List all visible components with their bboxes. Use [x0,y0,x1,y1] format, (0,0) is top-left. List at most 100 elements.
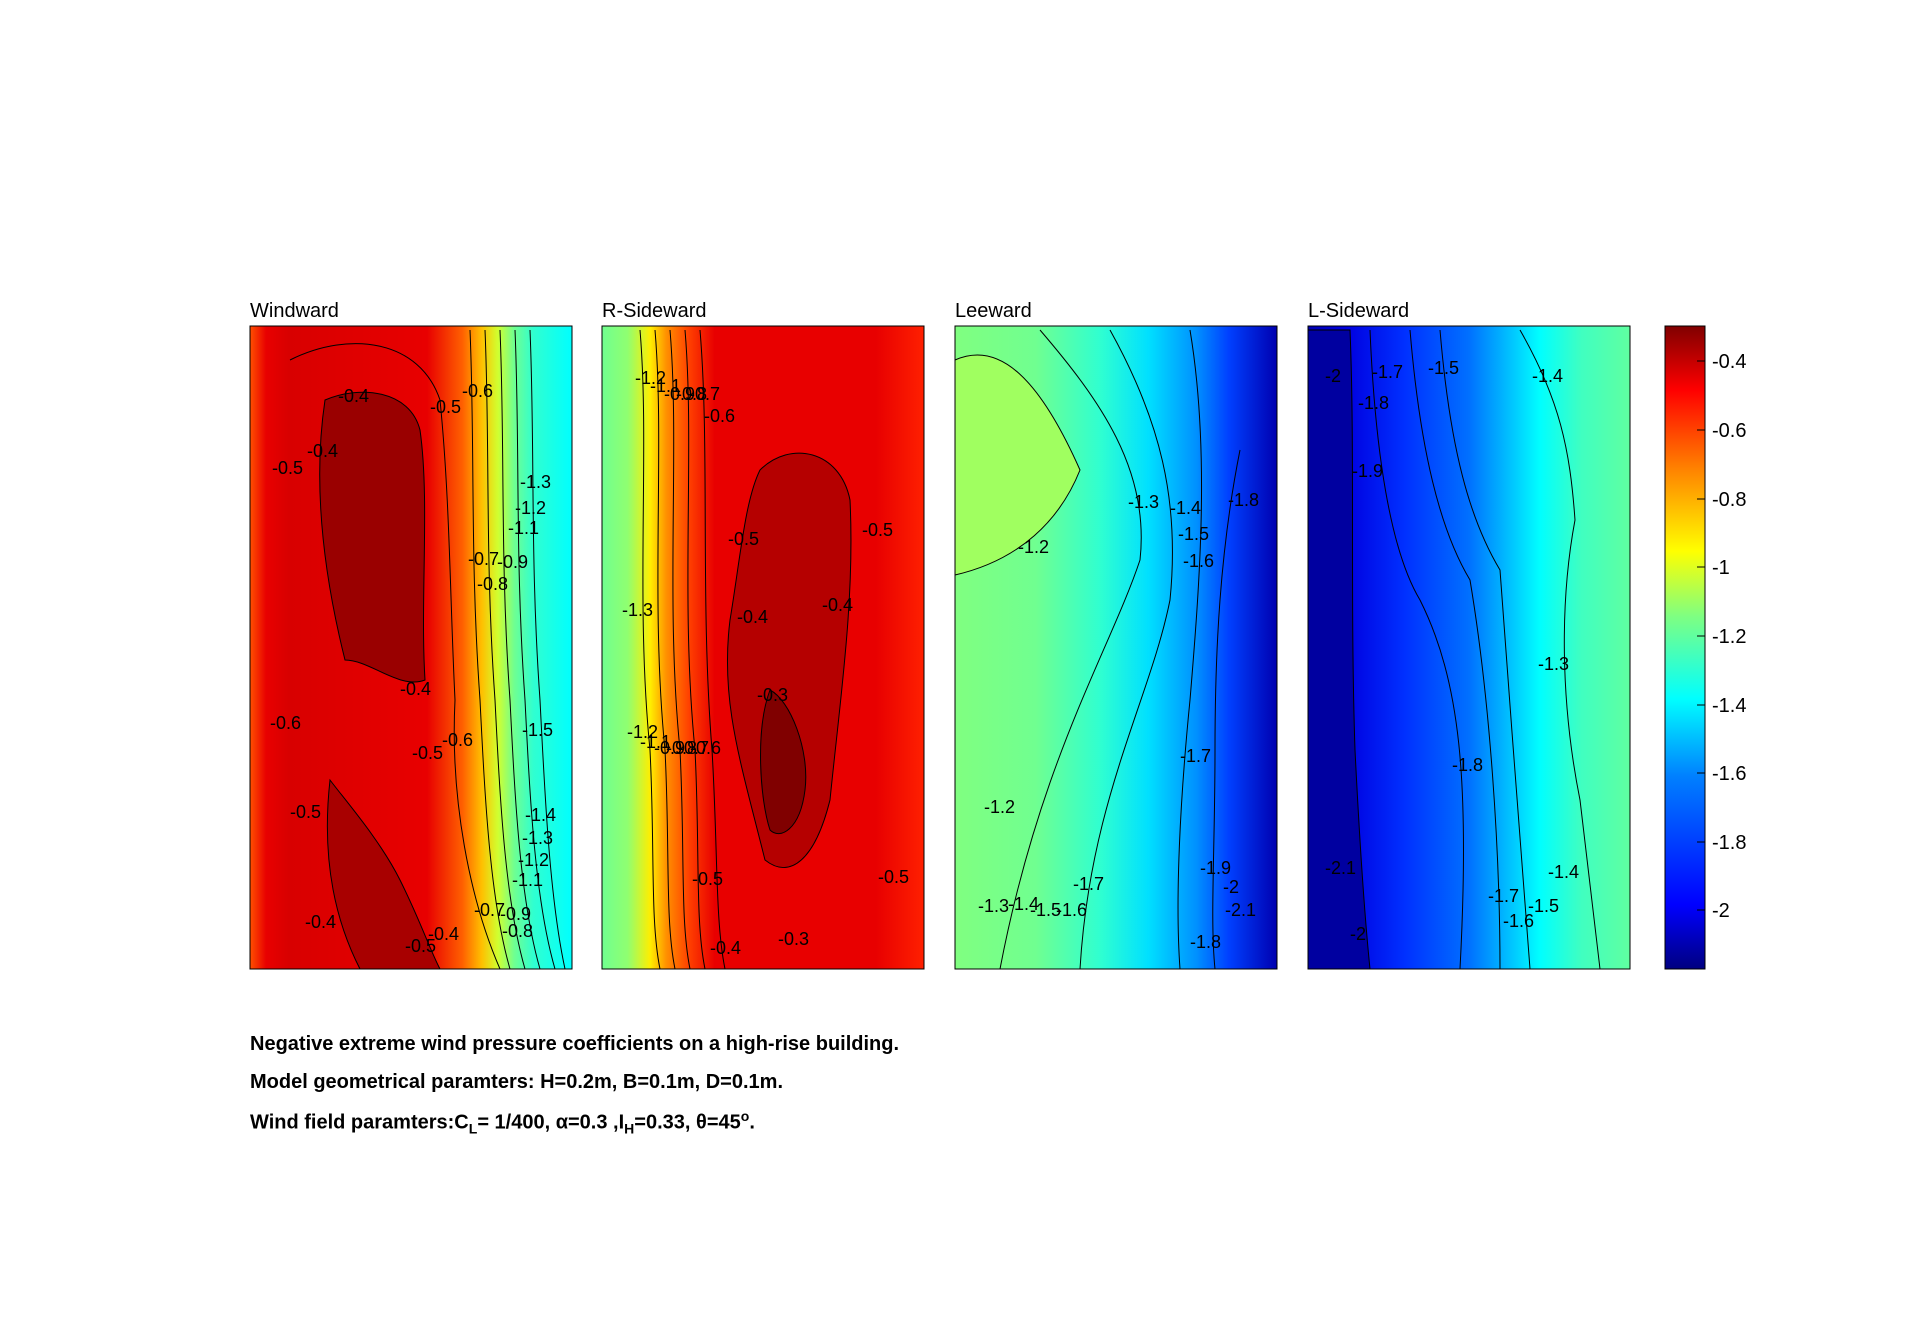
r-sideward-contour-labels: -1.2 -1.1 -0.9 -0.8 -0.7 -0.6 -0.5 -0.5 … [622,368,909,958]
contour-label: -1.9 [1352,461,1383,481]
contour-label: -1.6 [1183,551,1214,571]
caption-line-1: Negative extreme wind pressure coefficie… [250,1033,900,1055]
contour-label: -0.4 [338,386,369,406]
contour-label: -1.3 [622,600,653,620]
caption-line-3-prefix: Wind field paramters:C [250,1111,469,1134]
contour-label: -1.8 [1452,755,1483,775]
contour-label: -0.7 [468,549,499,569]
contour-label: -0.7 [689,384,720,404]
contour-label: -0.4 [737,607,768,627]
caption-line-3: Wind field paramters:CL= 1/400, α=0.3 ,I… [250,1108,755,1137]
contour-label: -1.3 [978,896,1009,916]
panel-title-l-sideward: L-Sideward [1308,300,1409,322]
colorbar-tick-label: -1.6 [1712,763,1746,785]
panel-title-leeward: Leeward [955,300,1032,322]
panel-windward: Windward -0.4 -0.5 -0.6 -0.5 -0.4 -1.3 -… [249,300,573,970]
windward-core-upper [319,391,426,683]
contour-label: -0.6 [704,406,735,426]
r-sideward-contour-line [699,329,726,970]
windward-contour-line [529,329,566,970]
contour-label: -0.7 [678,738,709,758]
contour-label: -1.3 [1128,492,1159,512]
contour-label: -0.5 [290,802,321,822]
contour-label: -0.9 [500,904,531,924]
r-sideward-contour-line [654,329,676,970]
contour-label: -1.7 [1488,886,1519,906]
contour-label: -1.2 [635,368,666,388]
caption-sub-h: H [624,1120,635,1137]
l-sideward-contour-line [1519,329,1601,970]
contour-label: -2 [1325,366,1341,386]
l-sideward-contour-line [1409,329,1501,970]
contour-label: -0.5 [692,869,723,889]
contour-label: -1.5 [1178,524,1209,544]
contour-label: -1.2 [984,797,1015,817]
colorbar-tick-label: -0.4 [1712,351,1746,373]
caption-sup-o: o [740,1108,750,1124]
colorbar-tick-label: -1.4 [1712,695,1746,717]
contour-label: -0.3 [757,685,788,705]
caption-line-3-mid2: =0.33, θ=45 [634,1111,741,1134]
contour-label: -1.6 [1503,911,1534,931]
caption-line-3-mid1: = 1/400, α=0.3 ,I [477,1111,625,1134]
contour-label: -1.5 [1030,900,1061,920]
contour-label: -1.5 [1428,358,1459,378]
contour-label: -1.9 [1200,858,1231,878]
contour-label: -2.1 [1325,858,1356,878]
contour-label: -1.3 [1538,654,1569,674]
contour-label: -0.5 [405,936,436,956]
contour-label: -0.6 [442,730,473,750]
colorbar-tick-label: -0.8 [1712,489,1746,511]
contour-label: -1.1 [650,376,681,396]
contour-label: -0.3 [778,929,809,949]
contour-label: -1.2 [1018,537,1049,557]
contour-label: -1.8 [1190,932,1221,952]
contour-label: -0.8 [676,384,707,404]
leeward-contour-line [999,329,1142,970]
colorbar-gradient [1664,325,1706,970]
contour-label: -1.6 [1056,900,1087,920]
colorbar-tick-label: -0.6 [1712,420,1746,442]
contour-label: -0.4 [428,924,459,944]
contour-label: -2.1 [1225,900,1256,920]
leeward-contour-line [1079,329,1173,970]
leeward-contour-line [1212,449,1241,970]
contour-label: -1.8 [1358,393,1389,413]
contour-label: -0.5 [878,867,909,887]
caption-line-2: Model geometrical paramters: H=0.2m, B=0… [250,1071,783,1093]
colorbar-tick-label: -1 [1712,557,1730,579]
contour-label: -0.5 [430,397,461,417]
windward-contour-line [484,329,526,970]
windward-contour-line [289,343,501,970]
contour-label: -0.8 [477,574,508,594]
contour-label: -0.9 [654,738,685,758]
contour-label: -1.4 [1170,498,1201,518]
contour-label: -0.6 [462,381,493,401]
colorbar-ticks: -0.4 -0.6 -0.8 -1 -1.2 -1.4 -1.6 -1.8 -2 [1697,351,1746,922]
contour-label: -1.4 [1008,894,1039,914]
windward-contour-line [469,329,511,970]
l-sideward-contour-labels: -2 -1.7 -1.5 -1.4 -1.8 -1.9 -1.3 -1.8 -2… [1325,358,1579,944]
colorbar: -0.4 -0.6 -0.8 -1 -1.2 -1.4 -1.6 -1.8 -2 [1664,325,1746,970]
contour-label: -1.8 [1228,490,1259,510]
contour-label: -0.4 [822,595,853,615]
contour-label: -0.7 [474,900,505,920]
l-sideward-contour-line [1369,329,1465,970]
windward-core-lower [326,778,441,970]
panel-l-sideward: L-Sideward -2 -1.7 -1.5 -1.4 -1.8 -1.9 -… [1307,300,1631,970]
r-sideward-core [726,452,852,868]
contour-label: -1.3 [520,472,551,492]
contour-label: -1.4 [1548,862,1579,882]
colorbar-tick-label: -2 [1712,900,1730,922]
contour-label: -0.4 [305,912,336,932]
leeward-contour-line [1177,329,1203,970]
r-sideward-core-dark [760,689,807,835]
contour-label: -0.5 [728,529,759,549]
contour-label: -1.1 [640,732,671,752]
contour-label: -1.2 [518,850,549,870]
contour-label: -1.1 [508,518,539,538]
l-sideward-contour-line [1439,329,1531,970]
contour-label: -0.8 [666,738,697,758]
contour-label: -0.6 [690,738,721,758]
